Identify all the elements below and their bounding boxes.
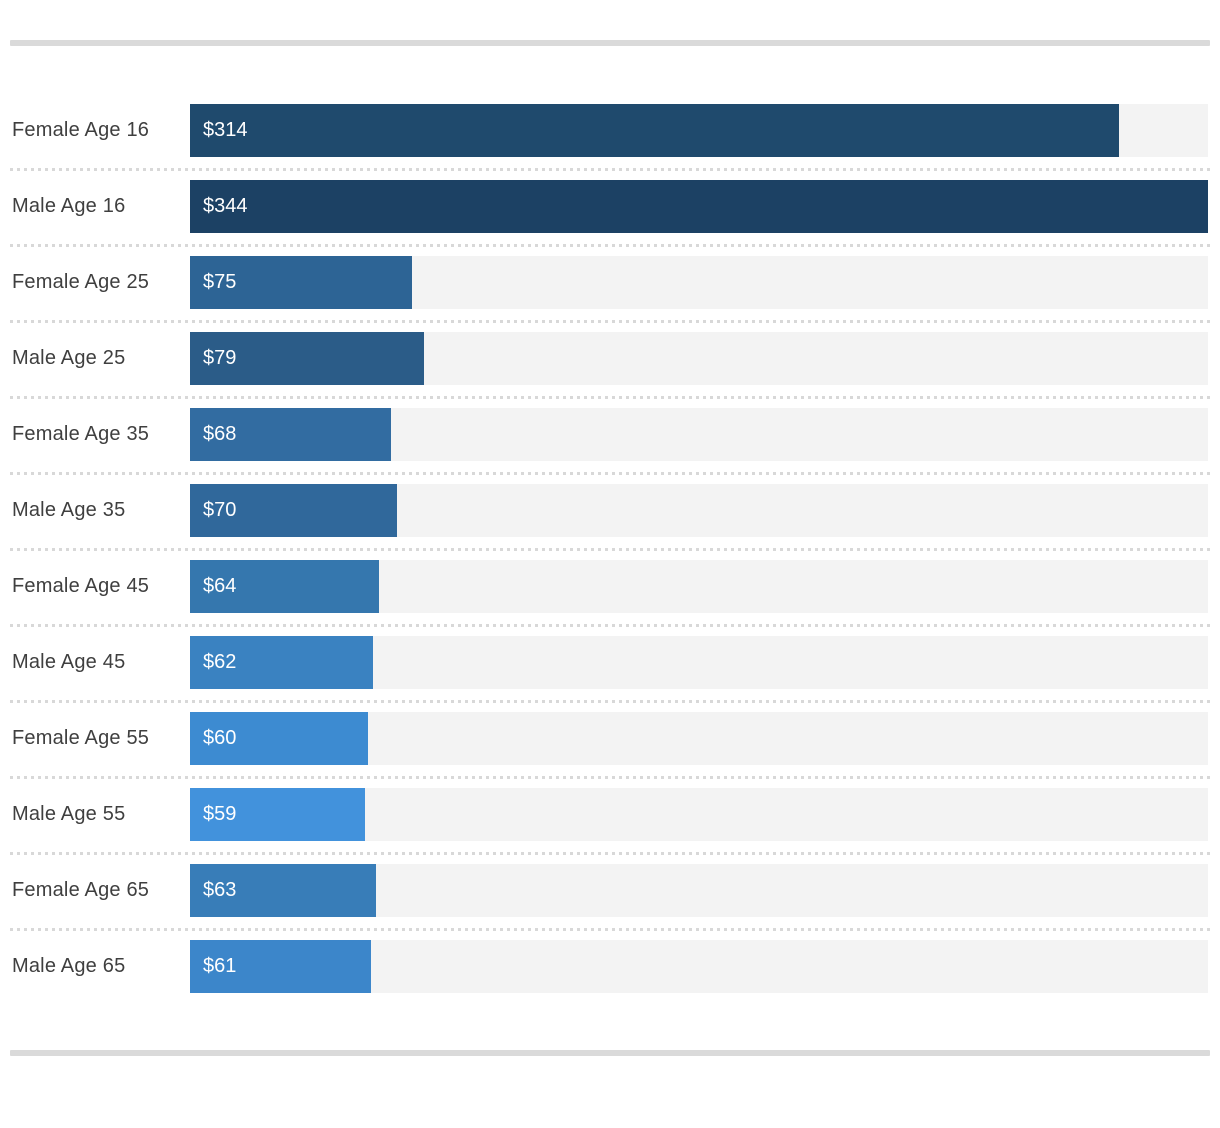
chart-row-inner: Female Age 65 $63 <box>12 864 1208 917</box>
row-separator <box>10 244 1210 247</box>
chart-row: Male Age 25 $79 <box>0 332 1220 408</box>
value-label: $344 <box>203 195 248 217</box>
top-divider <box>10 40 1210 46</box>
bar: $70 <box>190 484 398 537</box>
category-label: Male Age 35 <box>12 499 126 521</box>
chart-row: Female Age 16 $314 <box>0 104 1220 180</box>
bar-track: $59 <box>190 788 1208 841</box>
chart-row: Male Age 55 $59 <box>0 788 1220 864</box>
chart-row: Female Age 55 $60 <box>0 712 1220 788</box>
category-label: Male Age 25 <box>12 347 126 369</box>
row-separator <box>10 624 1210 627</box>
bar-track: $61 <box>190 940 1208 993</box>
category-label: Male Age 45 <box>12 651 126 673</box>
chart-row-inner: Female Age 45 $64 <box>12 560 1208 613</box>
category-label: Male Age 16 <box>12 195 126 217</box>
row-separator <box>10 320 1210 323</box>
chart-row-inner: Male Age 16 $344 <box>12 180 1208 233</box>
category-label: Male Age 65 <box>12 955 126 977</box>
chart-row: Female Age 65 $63 <box>0 864 1220 940</box>
category-label: Male Age 55 <box>12 803 126 825</box>
chart-row: Male Age 35 $70 <box>0 484 1220 560</box>
chart-row: Female Age 35 $68 <box>0 408 1220 484</box>
bar: $344 <box>190 180 1208 233</box>
value-label: $63 <box>203 879 237 901</box>
bar-track: $79 <box>190 332 1208 385</box>
row-separator <box>10 852 1210 855</box>
bar-track: $70 <box>190 484 1208 537</box>
category-label: Female Age 65 <box>12 879 150 901</box>
bottom-divider <box>10 1050 1210 1056</box>
bar: $63 <box>190 864 377 917</box>
row-separator <box>10 472 1210 475</box>
chart-row-inner: Male Age 55 $59 <box>12 788 1208 841</box>
chart-row-inner: Male Age 25 $79 <box>12 332 1208 385</box>
category-label: Female Age 35 <box>12 423 150 445</box>
bar-track: $64 <box>190 560 1208 613</box>
bar: $314 <box>190 104 1120 157</box>
value-label: $79 <box>203 347 237 369</box>
value-label: $75 <box>203 271 237 293</box>
value-label: $61 <box>203 955 237 977</box>
chart-row-inner: Female Age 55 $60 <box>12 712 1208 765</box>
chart-row: Male Age 16 $344 <box>0 180 1220 256</box>
chart-row: Male Age 65 $61 <box>0 940 1220 1016</box>
bar-track: $344 <box>190 180 1208 233</box>
chart-row: Female Age 45 $64 <box>0 560 1220 636</box>
bar-track: $62 <box>190 636 1208 689</box>
row-separator <box>10 928 1210 931</box>
category-label: Female Age 55 <box>12 727 150 749</box>
row-separator <box>10 776 1210 779</box>
row-separator <box>10 700 1210 703</box>
category-label: Female Age 45 <box>12 575 150 597</box>
value-label: $68 <box>203 423 237 445</box>
row-separator <box>10 168 1210 171</box>
chart-row-inner: Female Age 16 $314 <box>12 104 1208 157</box>
bar-chart: Female Age 16 $314 Male Age 16 $344 Fema… <box>0 104 1220 1016</box>
bar-track: $63 <box>190 864 1208 917</box>
bar-track: $68 <box>190 408 1208 461</box>
bar: $75 <box>190 256 412 309</box>
bar: $64 <box>190 560 380 613</box>
value-label: $64 <box>203 575 237 597</box>
bar: $79 <box>190 332 424 385</box>
bar-track: $60 <box>190 712 1208 765</box>
bar: $62 <box>190 636 374 689</box>
bar: $68 <box>190 408 392 461</box>
chart-row-inner: Male Age 35 $70 <box>12 484 1208 537</box>
chart-row-inner: Female Age 35 $68 <box>12 408 1208 461</box>
value-label: $60 <box>203 727 237 749</box>
bar: $59 <box>190 788 365 841</box>
row-separator <box>10 396 1210 399</box>
value-label: $59 <box>203 803 237 825</box>
chart-row-inner: Male Age 65 $61 <box>12 940 1208 993</box>
value-label: $62 <box>203 651 237 673</box>
value-label: $314 <box>203 119 248 141</box>
bar: $60 <box>190 712 368 765</box>
row-separator <box>10 548 1210 551</box>
chart-row: Male Age 45 $62 <box>0 636 1220 712</box>
chart-row-inner: Male Age 45 $62 <box>12 636 1208 689</box>
category-label: Female Age 25 <box>12 271 150 293</box>
bar-track: $75 <box>190 256 1208 309</box>
bar-track: $314 <box>190 104 1208 157</box>
bar: $61 <box>190 940 371 993</box>
category-label: Female Age 16 <box>12 119 150 141</box>
chart-row-inner: Female Age 25 $75 <box>12 256 1208 309</box>
chart-row: Female Age 25 $75 <box>0 256 1220 332</box>
value-label: $70 <box>203 499 237 521</box>
